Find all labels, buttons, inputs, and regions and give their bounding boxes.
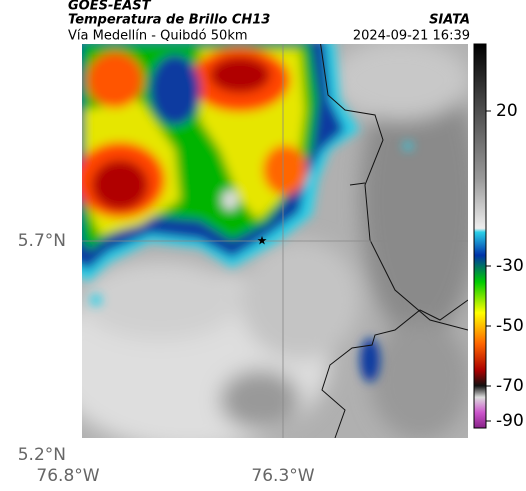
colorbar-tick-label: -90 [496,411,524,431]
colorbar-tick-label: 20 [496,101,518,121]
timestamp: 2024-09-21 16:39 [353,29,470,44]
satellite-image [82,44,468,438]
title-line-2: Temperatura de Brillo CH13 [68,13,270,28]
lat-label: 5.2°N [18,445,66,465]
lon-label: 76.8°W [36,466,99,486]
source: SIATA [429,13,470,28]
lon-label: 76.3°W [251,466,314,486]
colorbar-ticks: 20 -30 -50 -70 -90 [486,101,524,431]
title-line-1: GOES-EAST [68,0,152,14]
colorbar [473,43,487,429]
colorbar-tick-label: -50 [496,316,524,336]
colorbar-tick-label: -70 [496,376,524,396]
lat-label: 5.7°N [18,231,66,251]
colorbar-tick-label: -30 [496,256,524,276]
route: Vía Medellín - Quibdó 50km [68,29,248,44]
city-marker: ★ [257,234,268,248]
